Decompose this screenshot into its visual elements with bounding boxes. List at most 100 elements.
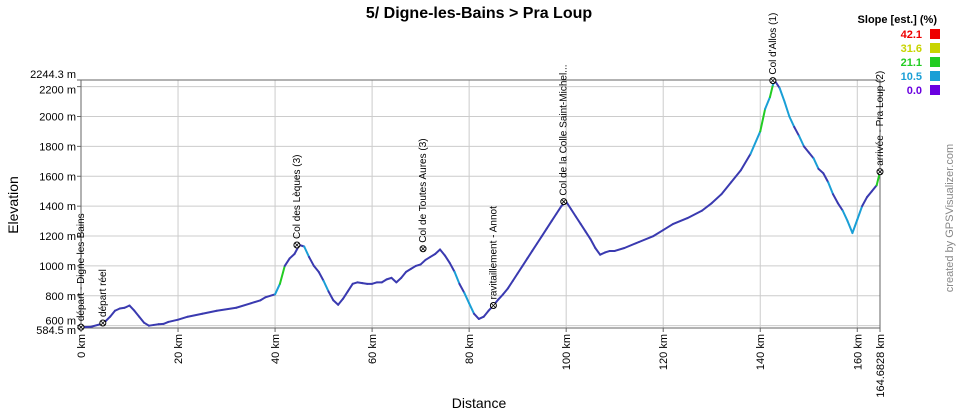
waypoint-cross [491, 303, 496, 308]
elevation-segment [652, 229, 665, 238]
elevation-segment [807, 151, 815, 160]
elevation-segment [482, 309, 490, 318]
elevation-segment [865, 190, 873, 199]
elevation-segment [589, 238, 597, 249]
elevation-segment [793, 125, 801, 137]
elevation-segment [623, 241, 640, 249]
elevation-segment [710, 193, 723, 205]
chart-grid [81, 80, 880, 328]
elevation-segment [419, 258, 427, 266]
elevation-segment [856, 205, 864, 221]
elevation-segment [109, 309, 116, 318]
x-tick-label: 0 km [76, 334, 88, 358]
y-tick-label: 600 m [45, 316, 76, 328]
waypoint-cross [877, 169, 883, 175]
elevation-segment [788, 115, 796, 128]
elevation-segment [720, 181, 733, 196]
elevation-segment [812, 157, 820, 170]
elevation-segment [346, 282, 354, 293]
legend-swatch [930, 29, 940, 39]
y-tick-label: 1400 m [39, 201, 76, 213]
waypoint-cross [770, 78, 776, 83]
elevation-segment [832, 193, 839, 205]
elevation-segment [167, 318, 180, 323]
y-tick-label: 800 m [45, 291, 76, 303]
elevation-segment [759, 108, 767, 133]
elevation-segment [278, 264, 286, 285]
plot-border [80, 79, 881, 329]
elevation-segment [443, 254, 451, 264]
waypoint-cross [100, 320, 106, 326]
elevation-segment [764, 96, 771, 111]
elevation-segment [870, 184, 878, 193]
elevation-segment [264, 293, 277, 299]
x-tick-label: 164.6828 km [875, 334, 887, 398]
elevation-segment [749, 130, 762, 155]
plot-frame [80, 79, 881, 329]
waypoint-cross [561, 199, 567, 204]
elevation-segment [215, 306, 238, 312]
elevation-segment [322, 279, 330, 293]
elevation-segment [332, 299, 340, 306]
elevation-segment [400, 270, 408, 279]
elevation-segment [817, 167, 825, 175]
elevation-segment [768, 84, 774, 99]
elevation-segment [778, 87, 786, 103]
elevation-segment [128, 304, 136, 312]
elevation-segment [516, 264, 524, 275]
legend-value: 0.0 [907, 85, 922, 97]
elevation-segment [448, 261, 456, 273]
x-axis-ticks: 0 km 20 km 40 km 60 km 80 km 100 km 120 km 140 … [76, 328, 887, 398]
elevation-segment [686, 209, 704, 220]
x-tick-label: 140 km [755, 334, 767, 370]
elevation-segment [104, 315, 112, 323]
elevation-segment [570, 208, 577, 218]
elevation-segment [822, 172, 830, 184]
elevation-segment [540, 227, 548, 238]
elevation-segment [502, 287, 509, 296]
elevation-segment [177, 315, 189, 321]
elevation-segment [579, 223, 587, 233]
elevation-segment [283, 257, 291, 267]
elevation-segment [511, 272, 519, 282]
waypoint-label: départ - Digne-les-Bains [76, 213, 87, 321]
credit-text: created by GPSVisualizer.com [944, 144, 956, 292]
y-tick-label: 1600 m [39, 171, 76, 183]
elevation-segment [458, 282, 466, 294]
x-tick-label: 80 km [464, 334, 476, 364]
elevation-segment [662, 223, 674, 232]
elevation-series [80, 79, 881, 329]
elevation-segment [186, 312, 204, 318]
y-tick-label: 1200 m [39, 231, 76, 243]
y-axis-label: Elevation [5, 176, 21, 234]
elevation-segment [526, 249, 534, 260]
elevation-segment [89, 323, 102, 328]
elevation-segment [434, 248, 442, 255]
y-tick-label: 1000 m [39, 261, 76, 273]
y-tick-label: 2000 m [39, 112, 76, 124]
elevation-segment [138, 315, 146, 324]
x-tick-label: 20 km [173, 334, 185, 364]
elevation-segment [798, 134, 805, 148]
elevation-segment [201, 309, 218, 315]
elevation-segment [249, 299, 262, 305]
waypoint-cross [294, 242, 300, 248]
chart-title: 5/ Digne-les-Bains > Pra Loup [366, 5, 593, 22]
elevation-segment [327, 290, 335, 302]
waypoint-label: ravitaillement - Annot [488, 206, 499, 300]
elevation-segment [802, 145, 810, 154]
legend-value: 31.6 [901, 43, 922, 55]
elevation-segment [613, 246, 626, 252]
waypoint-label: Col de Toutes Aures (3) [418, 138, 429, 242]
elevation-segment [439, 248, 446, 257]
waypoint-label: départ réel [98, 269, 109, 317]
elevation-segment [317, 270, 325, 282]
elevation-segment [308, 255, 315, 267]
elevation-segment [584, 230, 592, 241]
elevation-segment [739, 152, 752, 172]
elevation-segment [463, 291, 471, 305]
elevation-segment [312, 264, 320, 273]
waypoint-label: Col de la Colle Saint-Michel... [559, 64, 570, 195]
elevation-segment [555, 205, 563, 215]
